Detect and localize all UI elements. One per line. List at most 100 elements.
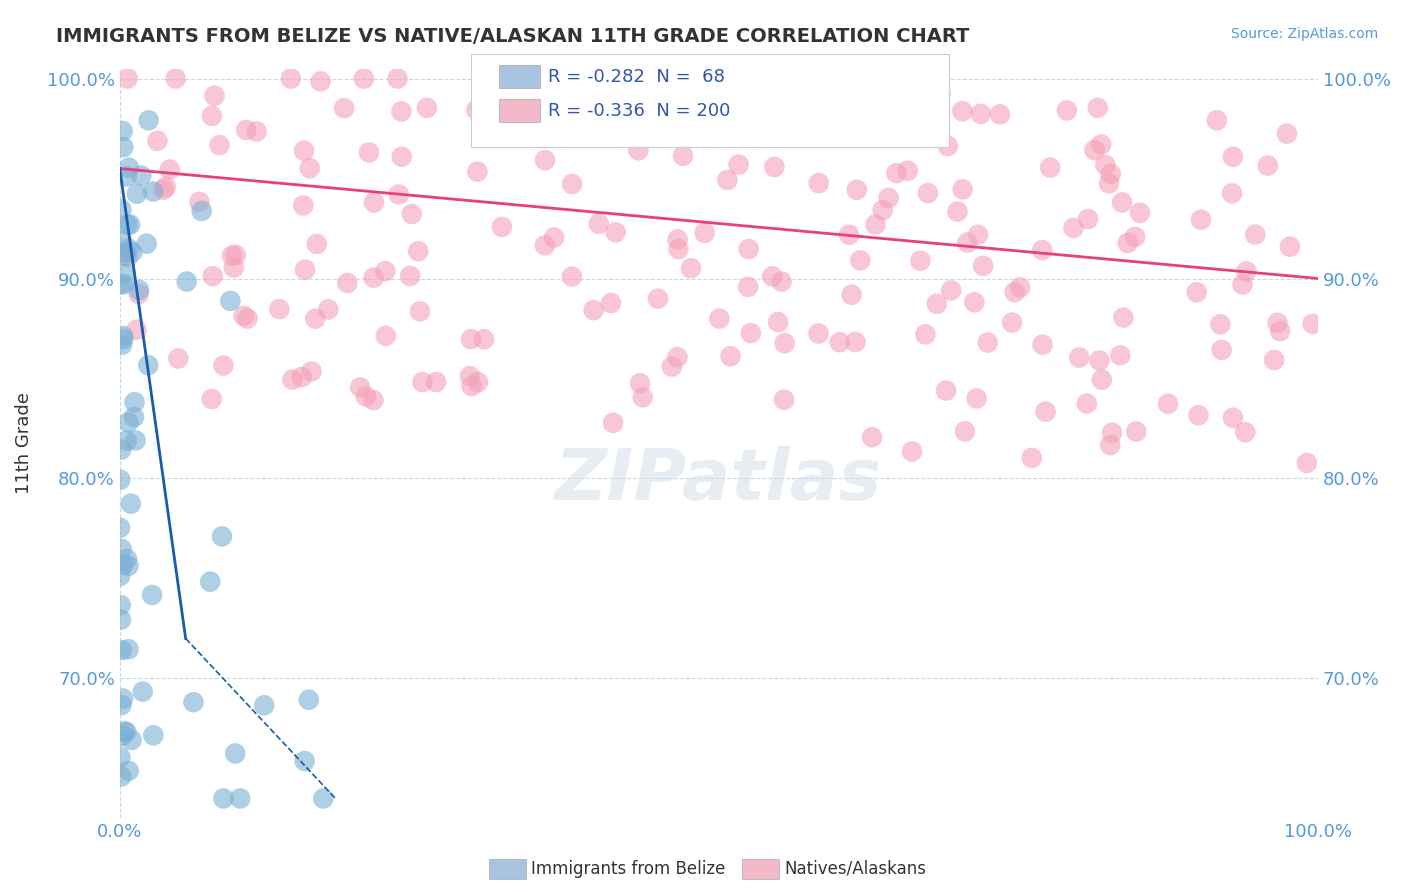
Point xyxy=(120,497,142,511)
Point xyxy=(1116,235,1139,250)
Point xyxy=(807,326,830,341)
Point xyxy=(606,79,628,94)
Point xyxy=(727,158,749,172)
Point xyxy=(408,244,430,259)
Point xyxy=(1063,220,1085,235)
Point xyxy=(786,103,808,117)
Point xyxy=(1094,158,1116,172)
Point xyxy=(605,225,627,239)
Point xyxy=(844,334,866,349)
Point xyxy=(950,104,973,119)
Point xyxy=(773,336,796,351)
Point xyxy=(142,185,165,199)
Point xyxy=(672,149,695,163)
Point xyxy=(111,541,134,556)
Point xyxy=(391,104,413,119)
Point xyxy=(773,392,796,407)
Point xyxy=(720,349,742,363)
Point xyxy=(1087,101,1109,115)
Point xyxy=(281,373,304,387)
Point xyxy=(561,177,583,191)
Point xyxy=(666,350,689,364)
Point xyxy=(318,302,340,317)
Point xyxy=(1101,425,1123,440)
Point xyxy=(409,304,432,318)
Point xyxy=(401,207,423,221)
Point xyxy=(1234,425,1257,440)
Point xyxy=(201,269,224,284)
Point xyxy=(1129,206,1152,220)
Point xyxy=(876,95,898,110)
Point xyxy=(117,71,139,86)
Point xyxy=(1275,127,1298,141)
Point xyxy=(738,242,761,256)
Point xyxy=(363,195,385,210)
Text: Immigrants from Belize: Immigrants from Belize xyxy=(531,860,725,878)
Point xyxy=(117,218,139,232)
Point xyxy=(110,750,132,764)
Point xyxy=(807,176,830,190)
Point xyxy=(305,236,328,251)
Point xyxy=(132,684,155,698)
Point xyxy=(152,183,174,197)
Point xyxy=(1302,317,1324,331)
Point xyxy=(110,613,132,627)
Point xyxy=(976,335,998,350)
Point xyxy=(1189,212,1212,227)
Point xyxy=(872,203,894,218)
Text: R = -0.282  N =  68: R = -0.282 N = 68 xyxy=(548,68,725,86)
Point xyxy=(333,101,356,115)
Point xyxy=(1205,113,1227,128)
Point xyxy=(1031,244,1053,258)
Point xyxy=(668,242,690,256)
Point xyxy=(901,444,924,458)
Point xyxy=(678,82,700,96)
Point xyxy=(588,119,610,133)
Text: IMMIGRANTS FROM BELIZE VS NATIVE/ALASKAN 11TH GRADE CORRELATION CHART: IMMIGRANTS FROM BELIZE VS NATIVE/ALASKAN… xyxy=(56,27,970,45)
Point xyxy=(1187,408,1209,422)
Point xyxy=(212,359,235,373)
Point xyxy=(374,328,396,343)
Point xyxy=(117,250,139,264)
Point xyxy=(472,332,495,346)
Point xyxy=(111,729,134,743)
Point xyxy=(929,87,952,101)
Point xyxy=(1257,159,1279,173)
Point xyxy=(727,73,749,87)
Point xyxy=(110,598,132,612)
Point xyxy=(1220,186,1243,201)
Point xyxy=(112,332,135,346)
Point xyxy=(208,138,231,153)
Point xyxy=(110,769,132,783)
Point xyxy=(121,245,143,260)
Point xyxy=(491,219,513,234)
Point xyxy=(124,395,146,409)
Point xyxy=(953,425,976,439)
Point xyxy=(882,122,904,136)
Point xyxy=(709,311,731,326)
Point xyxy=(1098,176,1121,190)
Point xyxy=(956,235,979,250)
Text: R = -0.336  N = 200: R = -0.336 N = 200 xyxy=(548,102,731,120)
Point xyxy=(188,194,211,209)
Point xyxy=(1099,438,1122,452)
Point xyxy=(211,529,233,543)
Point xyxy=(467,375,489,389)
Point xyxy=(117,415,139,429)
Point xyxy=(292,144,315,158)
Point xyxy=(1278,239,1301,253)
Point xyxy=(758,130,780,145)
Point xyxy=(628,376,651,391)
Point xyxy=(117,242,139,256)
Point xyxy=(1244,227,1267,242)
Point xyxy=(292,198,315,212)
Point xyxy=(136,358,159,372)
Point xyxy=(112,724,135,739)
Point xyxy=(304,311,326,326)
Point xyxy=(349,380,371,394)
Point xyxy=(634,78,657,92)
Point xyxy=(391,150,413,164)
Point xyxy=(114,267,136,281)
Point xyxy=(118,764,141,778)
Point xyxy=(1109,348,1132,362)
